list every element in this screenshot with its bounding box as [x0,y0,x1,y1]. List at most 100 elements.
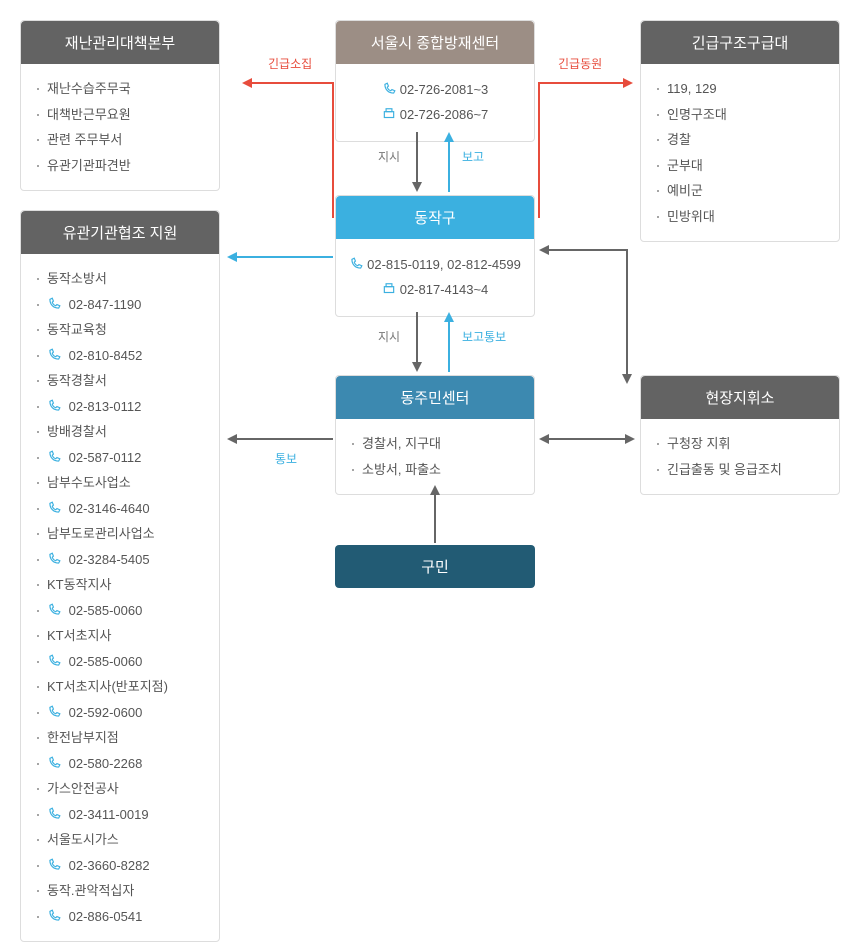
box-seoul-center: 서울시 종합방재센터 02-726-2081~3 02-726-2086~7 [335,20,535,142]
fax-icon [382,105,396,119]
list-item: 02-592-0600 [37,700,203,726]
box-dongjak: 동작구 02-815-0119, 02-812-4599 02-817-4143… [335,195,535,317]
arrow-emergency-mob [537,75,637,220]
phone-icon [47,909,61,923]
list-item: 민방위대 [657,204,823,230]
list-item: KT서초지사 [37,623,203,649]
lbl-report-notify: 보고통보 [462,328,506,345]
list-item: 02-587-0112 [37,445,203,471]
box-dong-center: 동주민센터 경찰서, 지구대소방서, 파출소 [335,375,535,495]
hdr-related-support: 유관기관협조 지원 [21,211,219,254]
list-item: 02-580-2268 [37,751,203,777]
list-item: 방배경찰서 [37,419,203,445]
list-item: 소방서, 파출소 [352,457,518,483]
list-item: 02-813-0112 [37,394,203,420]
arrow-citizen-up [428,485,442,543]
hdr-dongjak: 동작구 [336,196,534,239]
box-emergency-rescue: 긴급구조구급대 119, 129인명구조대경찰군부대예비군민방위대 [640,20,840,242]
phone-icon [47,807,61,821]
list-item: 남부도로관리사업소 [37,521,203,547]
arrow-dongjak-left [225,250,333,264]
list-item: 02-810-8452 [37,343,203,369]
phone-icon [47,705,61,719]
lbl-emergency-call: 긴급소집 [268,55,312,72]
phone-icon [47,399,61,413]
phone-icon [47,858,61,872]
arrow-report-up-2 [442,312,456,372]
box-related-support: 유관기관협조 지원 동작소방서 02-847-1190동작교육청 02-810-… [20,210,220,942]
list-item: 02-3146-4640 [37,496,203,522]
list-item: 동작경찰서 [37,368,203,394]
list-item: 02-847-1190 [37,292,203,318]
list-item: 군부대 [657,153,823,179]
list-item: 가스안전공사 [37,776,203,802]
list-item: KT동작지사 [37,572,203,598]
lbl-report-1: 보고 [462,148,484,165]
dongjak-tel: 02-815-0119, 02-812-4599 [346,253,524,278]
list-item: 서울도시가스 [37,827,203,853]
list-dong-center: 경찰서, 지구대소방서, 파출소 [352,431,518,482]
seoul-fax: 02-726-2086~7 [346,103,524,128]
list-item: KT서초지사(반포지점) [37,674,203,700]
arrow-emergency-call [240,75,335,220]
phone-icon [47,654,61,668]
lbl-notify: 통보 [275,450,297,467]
hdr-citizen: 구민 [335,545,535,588]
list-related-support: 동작소방서 02-847-1190동작교육청 02-810-8452동작경찰서 … [37,266,203,929]
seoul-tel: 02-726-2081~3 [346,78,524,103]
list-item: 남부수도사업소 [37,470,203,496]
lbl-order-1: 지시 [378,148,400,165]
phone-icon [47,348,61,362]
list-item: 119, 129 [657,76,823,102]
list-item: 02-585-0060 [37,649,203,675]
arrow-order-down-2 [410,312,424,372]
phone-icon [47,297,61,311]
hdr-emergency-rescue: 긴급구조구급대 [641,21,839,64]
phone-icon [47,501,61,515]
phone-icon [47,756,61,770]
hdr-disaster-hq: 재난관리대책본부 [21,21,219,64]
list-item: 구청장 지휘 [657,431,823,457]
fax-icon [382,280,396,294]
list-disaster-hq: 재난수습주무국대책반근무요원관련 주무부서유관기관파견반 [37,76,203,178]
list-field-command: 구청장 지휘긴급출동 및 응급조치 [657,431,823,482]
arrow-dongjak-field [537,242,637,387]
list-item: 유관기관파견반 [37,153,203,179]
arrow-notify-left [225,432,333,446]
hdr-seoul-center: 서울시 종합방재센터 [336,21,534,64]
arrow-report-up-1 [442,132,456,192]
box-field-command: 현장지휘소 구청장 지휘긴급출동 및 응급조치 [640,375,840,495]
arrow-order-down-1 [410,132,424,192]
list-item: 예비군 [657,178,823,204]
list-item: 동작소방서 [37,266,203,292]
phone-icon [47,450,61,464]
list-item: 경찰서, 지구대 [352,431,518,457]
list-item: 긴급출동 및 응급조치 [657,457,823,483]
list-item: 02-3660-8282 [37,853,203,879]
list-item: 02-3284-5405 [37,547,203,573]
list-item: 동작교육청 [37,317,203,343]
dongjak-fax: 02-817-4143~4 [346,278,524,303]
list-item: 한전남부지점 [37,725,203,751]
phone-icon [47,552,61,566]
box-citizen: 구민 [335,545,535,588]
hdr-dong-center: 동주민센터 [336,376,534,419]
list-item: 대책반근무요원 [37,102,203,128]
box-disaster-hq: 재난관리대책본부 재난수습주무국대책반근무요원관련 주무부서유관기관파견반 [20,20,220,191]
phone-icon [349,255,363,269]
list-item: 동작.관악적십자 [37,878,203,904]
list-item: 관련 주무부서 [37,127,203,153]
list-emergency-rescue: 119, 129인명구조대경찰군부대예비군민방위대 [657,76,823,229]
list-item: 02-886-0541 [37,904,203,930]
phone-icon [382,80,396,94]
phone-icon [47,603,61,617]
lbl-emergency-mob: 긴급동원 [558,55,602,72]
list-item: 재난수습주무국 [37,76,203,102]
list-item: 02-3411-0019 [37,802,203,828]
hdr-field-command: 현장지휘소 [641,376,839,419]
list-item: 경찰 [657,127,823,153]
list-item: 인명구조대 [657,102,823,128]
list-item: 02-585-0060 [37,598,203,624]
lbl-order-2: 지시 [378,328,400,345]
arrow-dong-field [537,432,637,446]
